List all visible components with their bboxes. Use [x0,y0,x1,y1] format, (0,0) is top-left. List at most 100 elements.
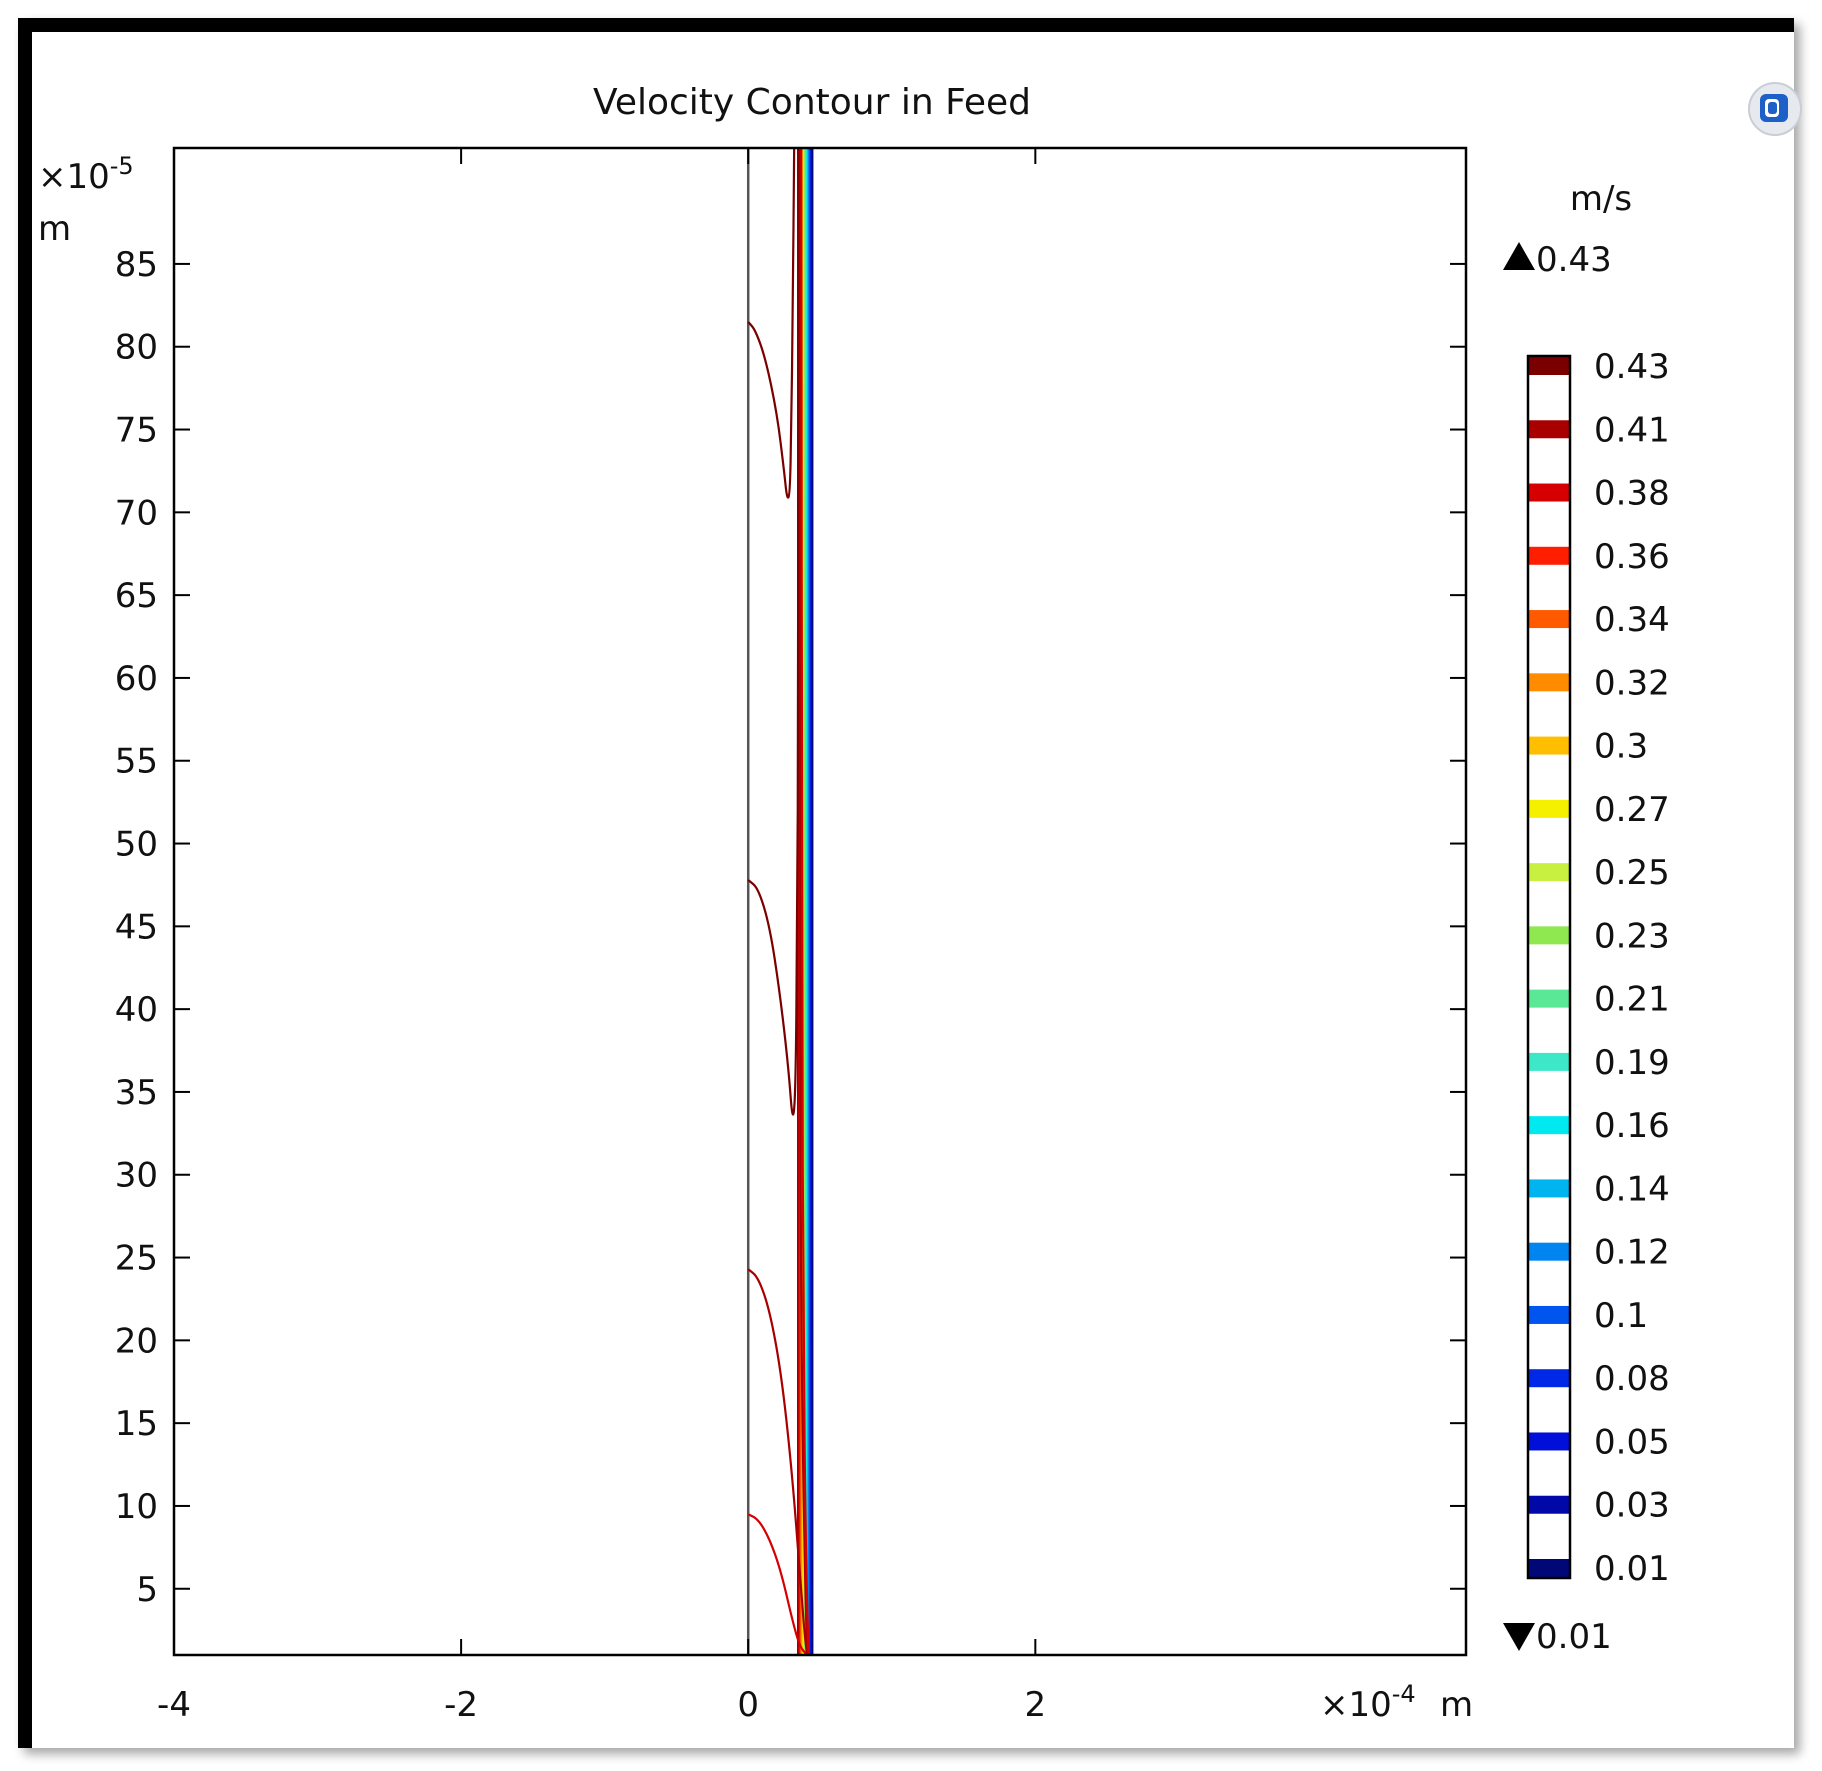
colorbar-unit: m/s [1570,179,1632,219]
x-axis-label: m [1440,1685,1473,1725]
x-tick-label: 2 [1025,1685,1047,1725]
plot-clip-group [746,148,814,1655]
contour-line-0 [747,148,796,499]
colorbar-level-label: 0.27 [1594,790,1670,830]
app-logo-icon [1746,80,1804,138]
contour-line-1 [747,148,800,1116]
y-tick-label: 70 [115,493,158,533]
x-tick-label: 0 [737,1685,759,1725]
contour-line-4 [798,148,809,1655]
contour-line-5 [800,148,810,1655]
y-tick-label: 60 [115,659,158,699]
x-axis-multiplier: ×10 [1320,1685,1392,1725]
colorbar-legend: m/s 0.43 0.01 0.43 0.41 0.38 0.36 0.34 0.32 0.3 0.… [1503,179,1670,1657]
y-tick-label: 75 [115,411,158,451]
contour-band-0.03 [811,148,813,1655]
colorbar-swatch-0.36 [1528,546,1570,565]
svg-text:×10-4: ×10-4 [1320,1680,1416,1725]
chart-title: Velocity Contour in Feed [593,82,1031,123]
colorbar-level-label: 0.21 [1594,980,1670,1020]
max-marker-icon [1503,242,1535,270]
contour-band-0.41 [797,148,800,1655]
colorbar-swatch-0.01 [1528,1559,1570,1577]
contour-band-0.1 [808,148,811,1655]
x-tick-label: -2 [444,1685,478,1725]
contour-band-0.23 [804,148,806,1655]
colorbar-swatch-0.19 [1528,1052,1570,1071]
y-tick-label: 40 [115,990,158,1030]
contour-band-0.08 [809,148,812,1655]
colorbar-level-label: 0.23 [1594,916,1670,956]
colorbar-swatch-0.34 [1528,610,1570,629]
colorbar-min-label: 0.01 [1536,1617,1612,1657]
colorbar-level-label: 0.43 [1594,347,1670,387]
y-tick-label: 20 [115,1321,158,1361]
y-axis-multiplier: ×10 [38,157,110,197]
y-tick-label: 25 [115,1239,158,1279]
y-tick-label: 35 [115,1073,158,1113]
colorbar-level-label: 0.16 [1594,1106,1670,1146]
contour-band-0.01 [812,148,814,1655]
plot-area [746,148,814,1655]
y-tick-label: 45 [115,907,158,947]
y-tick-label: 10 [115,1487,158,1527]
colorbar-swatch-0.14 [1528,1179,1570,1198]
colorbar-level-label: 0.14 [1594,1169,1670,1209]
y-tick-label: 65 [115,576,158,616]
colorbar-swatch-0.27 [1528,799,1570,818]
colorbar-swatch-0.41 [1528,420,1570,439]
colorbar-bar [1528,356,1570,1578]
min-marker-icon [1503,1623,1535,1651]
x-tick-label: -4 [157,1685,191,1725]
colorbar-swatch-0.43 [1528,357,1570,375]
contour-band-0.14 [807,148,809,1655]
colorbar-swatch-0.16 [1528,1116,1570,1135]
colorbar-level-label: 0.38 [1594,474,1670,514]
y-tick-label: 15 [115,1404,158,1444]
colorbar-level-label: 0.19 [1594,1043,1670,1083]
colorbar-level-label: 0.03 [1594,1486,1670,1526]
colorbar-level-label: 0.05 [1594,1422,1670,1462]
colorbar-border [1526,354,1572,1580]
y-tick-label: 85 [115,245,158,285]
colorbar-level-label: 0.36 [1594,537,1670,577]
contour-band-0.21 [804,148,807,1655]
colorbar-swatch-0.32 [1528,673,1570,692]
colorbar-level-label: 0.41 [1594,410,1670,450]
y-tick-label: 80 [115,328,158,368]
colorbar-level-label: 0.08 [1594,1359,1670,1399]
y-axis-exponent: -5 [110,152,134,180]
colorbar-level-label: 0.12 [1594,1233,1670,1273]
contour-line-3 [747,1513,808,1655]
contour-band-0.16 [806,148,808,1655]
y-tick-label: 55 [115,742,158,782]
colorbar-swatch-0.21 [1528,989,1570,1008]
colorbar-swatch-0.05 [1528,1432,1570,1451]
figure-canvas [32,32,1802,1748]
svg-text:×10-5: ×10-5 [38,152,134,197]
colorbar-max-label: 0.43 [1536,240,1612,280]
colorbar-swatch-0.23 [1528,926,1570,945]
x-axis-unit-label: ×10-4 m [1320,1680,1473,1725]
plot-frame [172,146,1468,1657]
colorbar-level-label: 0.1 [1594,1296,1648,1336]
y-axis-label: m [38,209,71,249]
contour-band-0.12 [808,148,810,1655]
contour-line-2 [747,1268,809,1655]
colorbar-swatch-0.1 [1528,1305,1570,1324]
colorbar-level-label: 0.01 [1594,1549,1670,1589]
colorbar-level-label: 0.25 [1594,853,1670,893]
x-axis-exponent: -4 [1392,1680,1416,1708]
y-tick-label: 30 [115,1156,158,1196]
y-tick-label: 5 [136,1570,158,1610]
contour-band-0.19 [805,148,808,1655]
colorbar-swatch-0.08 [1528,1369,1570,1388]
colorbar-swatch-0.38 [1528,483,1570,502]
colorbar-swatch-0.03 [1528,1495,1570,1514]
colorbar-swatch-0.3 [1528,736,1570,755]
colorbar-level-label: 0.3 [1594,727,1648,767]
y-tick-label: 50 [115,825,158,865]
colorbar-swatch-0.12 [1528,1242,1570,1261]
